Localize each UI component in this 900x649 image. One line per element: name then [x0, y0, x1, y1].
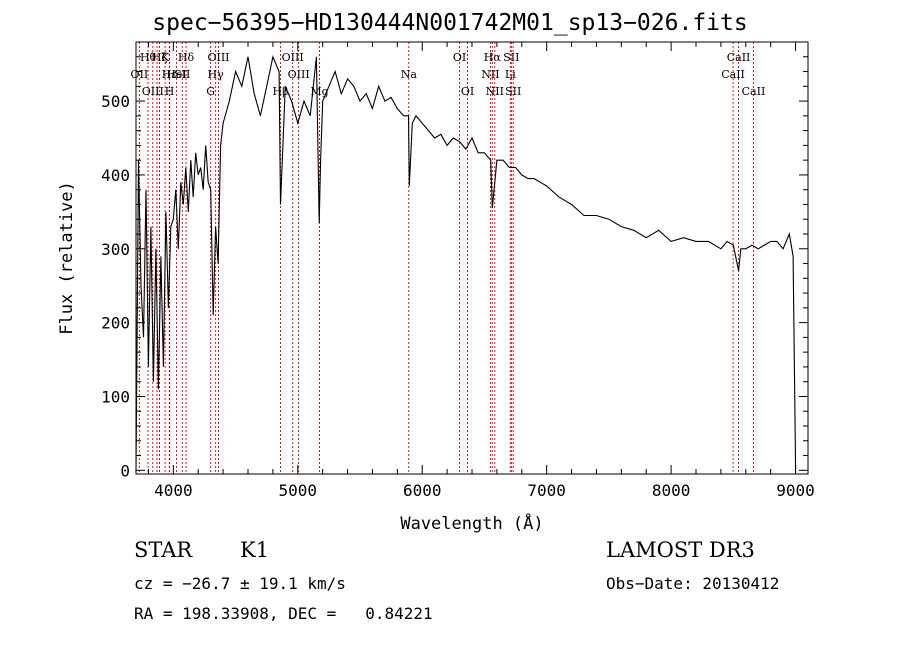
spectral-line-label: CaII [742, 85, 766, 98]
spectral-line-label: G [206, 85, 215, 98]
spectral-line-label: CaII [727, 51, 751, 64]
object-class: STAR [134, 538, 193, 562]
y-tick-label: 500 [101, 92, 130, 111]
x-tick-label: 6000 [403, 481, 442, 500]
spectral-line-label: Hζ [152, 51, 168, 64]
spectral-line-label: Li [505, 68, 516, 81]
y-tick-label: 0 [120, 461, 130, 480]
spectral-line-label: NII [486, 85, 504, 98]
ra-dec-coordinates: RA = 198.33908, DEC = 0.84221 [134, 604, 433, 623]
y-axis-label: Flux (relative) [57, 181, 77, 335]
y-tick-label: 200 [101, 314, 130, 333]
x-tick-label: 8000 [652, 481, 691, 500]
flux-series-line [135, 54, 797, 471]
spectral-line-label: SII [174, 68, 190, 81]
x-tick-label: 4000 [154, 481, 193, 500]
spectral-line-label: Mg [310, 85, 328, 98]
spectral-line-label: Hθ [140, 51, 157, 64]
redshift-velocity: cz = −26.7 ± 19.1 km/s [134, 574, 346, 593]
x-tick-label: 7000 [527, 481, 566, 500]
spectral-line-label: OIII [207, 51, 229, 64]
spectral-line-label: OIII [288, 68, 310, 81]
x-tick-label: 9000 [776, 481, 815, 500]
spectral-line-label: K [161, 51, 170, 64]
spectral-line-label: Hε [162, 68, 178, 81]
spectral-line-label: SII [505, 85, 521, 98]
spectral-line-label: NII [481, 68, 499, 81]
x-tick-label: 5000 [279, 481, 318, 500]
observation-date: Obs−Date: 20130412 [606, 574, 780, 593]
y-tick-label: 100 [101, 387, 130, 406]
y-tick-label: 300 [101, 240, 130, 259]
spectral-line-label: OI [461, 85, 474, 98]
spectral-line-label: HeI [166, 68, 186, 81]
spectral-line-label: OIII [142, 85, 164, 98]
axis-ticks: 4000 5000 6000 7000 8000 9000 0 100 200 300 400 500 [101, 42, 815, 500]
spectral-line-label: OIII [282, 51, 304, 64]
x-axis-label: Wavelength (Å) [400, 512, 543, 534]
plot-frame [135, 41, 809, 475]
spectral-line-label: OII [131, 68, 149, 81]
survey-name: LAMOST DR3 [606, 538, 755, 562]
spectral-line-label: Hγ [208, 68, 225, 81]
object-subclass: K1 [240, 538, 270, 562]
y-tick-label: 400 [101, 166, 130, 185]
spectral-line-label: OI [453, 51, 466, 64]
chart-title: spec−56395−HD130444N001742M01_sp13−026.f… [152, 10, 748, 36]
spectral-line-label: SII [503, 51, 519, 64]
spectral-line-label: Hδ [178, 51, 195, 64]
spectral-line-label: Na [401, 68, 418, 81]
spectral-lines-layer [138, 42, 754, 474]
spectral-line-label: H [165, 85, 175, 98]
spectral-line-labels-layer: OIIHθOIIIHζKHεHHeISIIHδGHγOIIIHβOIIIOIII… [131, 51, 766, 98]
spectral-line-label: CaII [721, 68, 745, 81]
spectral-line-label: Hα [484, 51, 502, 64]
